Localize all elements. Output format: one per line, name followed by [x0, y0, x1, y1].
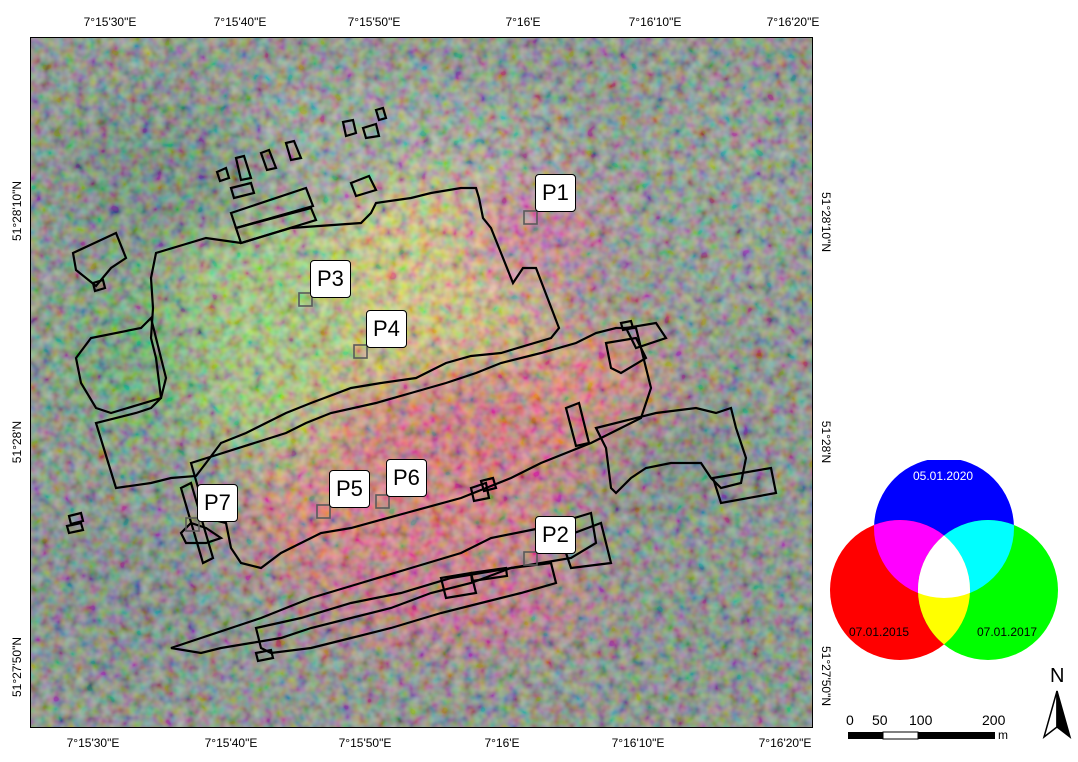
lon-bottom-5: 7°16'10"E	[611, 736, 665, 750]
north-label: N	[1050, 665, 1065, 687]
satellite-composite	[31, 38, 812, 727]
lat-right-1: 51°28'10"N	[819, 191, 833, 253]
lat-left-2: 51°28'N	[10, 420, 24, 464]
legend-label-green: 07.01.2017	[977, 625, 1038, 639]
point-label-p3[interactable]: P3	[310, 260, 351, 298]
north-arrow-icon	[1042, 690, 1072, 739]
point-label-p4[interactable]: P4	[366, 310, 407, 348]
point-label-p6[interactable]: P6	[386, 459, 427, 497]
lat-right-2: 51°28'N	[819, 420, 833, 464]
rgb-legend: 05.01.2020 07.01.2015 07.01.2017	[830, 458, 1060, 670]
point-label-p2[interactable]: P2	[535, 516, 576, 554]
lat-left-3: 51°27'50"N	[10, 636, 24, 698]
lon-bottom-2: 7°15'40"E	[204, 736, 258, 750]
lon-bottom-6: 7°16'20"E	[758, 736, 812, 750]
lon-top-1: 7°15'30"E	[83, 15, 137, 29]
lon-top-3: 7°15'50"E	[347, 15, 401, 29]
point-label-p5[interactable]: P5	[329, 470, 370, 508]
scale-unit: m	[998, 728, 1008, 742]
point-markers	[185, 210, 538, 566]
lon-bottom-4: 7°16'E	[484, 736, 520, 750]
point-label-p1[interactable]: P1	[535, 174, 576, 212]
lon-top-2: 7°15'40"E	[213, 15, 267, 29]
lat-left-1: 51°28'10"N	[10, 180, 24, 242]
map-frame[interactable]	[30, 37, 813, 728]
legend-label-blue: 05.01.2020	[913, 469, 974, 483]
scale-tick-100: 100	[909, 712, 933, 728]
point-label-p7[interactable]: P7	[197, 484, 238, 522]
legend-label-red: 07.01.2015	[849, 625, 910, 639]
scale-tick-0: 0	[846, 712, 854, 728]
lon-bottom-3: 7°15'50"E	[338, 736, 392, 750]
lon-top-5: 7°16'10"E	[628, 15, 682, 29]
scale-bar-graphic	[848, 731, 995, 740]
scale-tick-50: 50	[872, 712, 888, 728]
lon-top-6: 7°16'20"E	[766, 15, 820, 29]
lon-top-4: 7°16'E	[505, 15, 541, 29]
rgb-venn-diagram	[830, 458, 1058, 660]
lon-bottom-1: 7°15'30"E	[66, 736, 120, 750]
scale-tick-200: 200	[982, 712, 1006, 728]
